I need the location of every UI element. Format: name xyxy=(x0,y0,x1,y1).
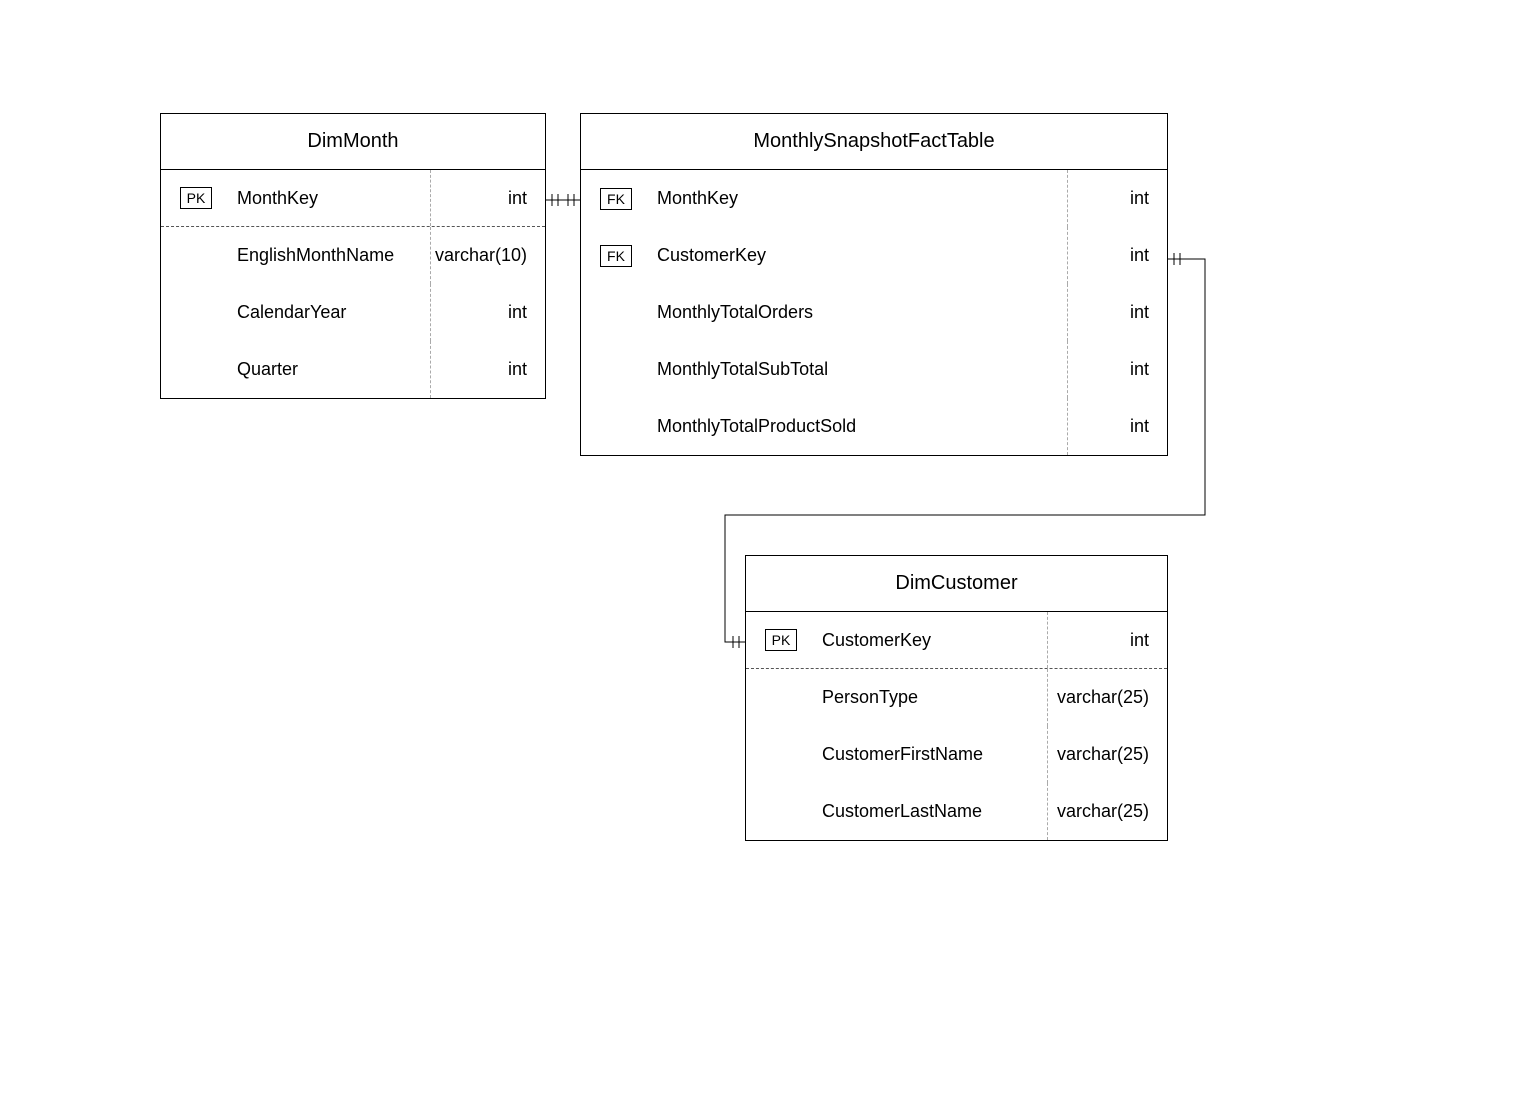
column-type: varchar(25) xyxy=(1047,783,1167,840)
column-name: CustomerKey xyxy=(816,630,1047,651)
column-name: MonthKey xyxy=(231,188,430,209)
column-type: int xyxy=(1047,612,1167,668)
entity-row: CustomerFirstNamevarchar(25) xyxy=(746,726,1167,783)
key-col: PK xyxy=(746,629,816,651)
entity-row: EnglishMonthNamevarchar(10) xyxy=(161,227,545,284)
entity-row: FK MonthKeyint xyxy=(581,170,1167,227)
er-diagram-canvas: DimMonthPKMonthKeyintEnglishMonthNamevar… xyxy=(0,0,1522,1106)
entity-row: MonthlyTotalSubTotalint xyxy=(581,341,1167,398)
column-name: MonthlyTotalProductSold xyxy=(651,416,1067,437)
entity-title: DimMonth xyxy=(161,114,545,170)
entity-row: PK MonthKeyint xyxy=(161,170,545,227)
column-type: int xyxy=(430,284,545,341)
column-type: int xyxy=(1067,398,1167,455)
entity-row: PK CustomerKeyint xyxy=(746,612,1167,669)
entity-row: CalendarYearint xyxy=(161,284,545,341)
column-name: MonthKey xyxy=(651,188,1067,209)
entity-monthlySnapshot: MonthlySnapshotFactTableFKMonthKeyintFKC… xyxy=(580,113,1168,456)
column-name: Quarter xyxy=(231,359,430,380)
column-type: varchar(10) xyxy=(430,227,545,284)
column-type: varchar(25) xyxy=(1047,726,1167,783)
column-name: CalendarYear xyxy=(231,302,430,323)
column-type: int xyxy=(1067,341,1167,398)
column-type: int xyxy=(430,341,545,398)
entity-row: PersonTypevarchar(25) xyxy=(746,669,1167,726)
column-type: int xyxy=(1067,284,1167,341)
entity-title: MonthlySnapshotFactTable xyxy=(581,114,1167,170)
column-name: EnglishMonthName xyxy=(231,245,430,266)
key-badge: PK xyxy=(765,629,798,651)
entity-dimCustomer: DimCustomerPKCustomerKeyintPersonTypevar… xyxy=(745,555,1168,841)
entity-row: CustomerLastNamevarchar(25) xyxy=(746,783,1167,840)
entity-row: MonthlyTotalProductSoldint xyxy=(581,398,1167,455)
column-name: MonthlyTotalOrders xyxy=(651,302,1067,323)
column-name: CustomerFirstName xyxy=(816,744,1047,765)
column-type: int xyxy=(1067,170,1167,227)
column-type: int xyxy=(430,170,545,226)
column-type: int xyxy=(1067,227,1167,284)
entity-dimMonth: DimMonthPKMonthKeyintEnglishMonthNamevar… xyxy=(160,113,546,399)
column-name: PersonType xyxy=(816,687,1047,708)
entity-row: FK CustomerKeyint xyxy=(581,227,1167,284)
key-col: FK xyxy=(581,188,651,210)
entity-row: Quarterint xyxy=(161,341,545,398)
key-badge: FK xyxy=(600,245,632,267)
column-name: CustomerLastName xyxy=(816,801,1047,822)
entity-title: DimCustomer xyxy=(746,556,1167,612)
key-badge: FK xyxy=(600,188,632,210)
column-type: varchar(25) xyxy=(1047,669,1167,726)
column-name: MonthlyTotalSubTotal xyxy=(651,359,1067,380)
column-name: CustomerKey xyxy=(651,245,1067,266)
entity-row: MonthlyTotalOrdersint xyxy=(581,284,1167,341)
key-badge: PK xyxy=(180,187,213,209)
key-col: PK xyxy=(161,187,231,209)
key-col: FK xyxy=(581,245,651,267)
